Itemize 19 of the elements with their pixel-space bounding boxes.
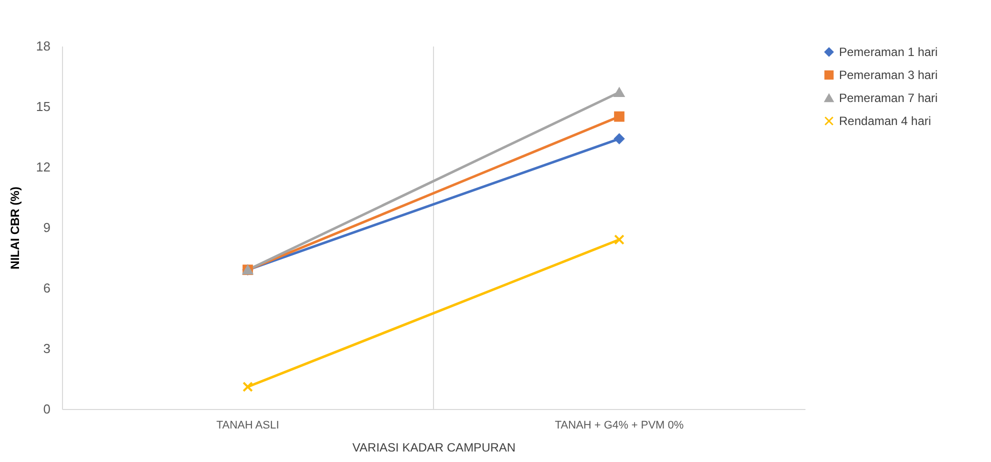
x-tick-label: TANAH ASLI [216,420,280,432]
y-tick-label: 6 [43,280,50,296]
x-tick-label: TANAH + G4% + PVM 0% [554,420,684,432]
legend-label: Pemeraman 3 hari [839,68,938,82]
y-tick-label: 15 [36,99,50,114]
point [614,134,624,144]
y-axis-title: NILAI CBR (%) [8,186,22,270]
x-axis-title: VARIASI KADAR CAMPURAN [352,440,516,454]
point [242,382,253,392]
legend-label: Rendaman 4 hari [839,114,932,128]
y-tick-label: 9 [43,220,50,235]
y-tick-label: 0 [43,402,50,416]
y-tick-label: 18 [36,38,50,54]
y-tick-label: 12 [36,160,50,174]
y-tick-label: 3 [43,341,50,356]
point [614,111,624,122]
point [614,234,624,245]
legend-label: Pemeraman 1 hari [839,45,938,59]
legend-label: Pemeraman 7 hari [839,91,938,105]
